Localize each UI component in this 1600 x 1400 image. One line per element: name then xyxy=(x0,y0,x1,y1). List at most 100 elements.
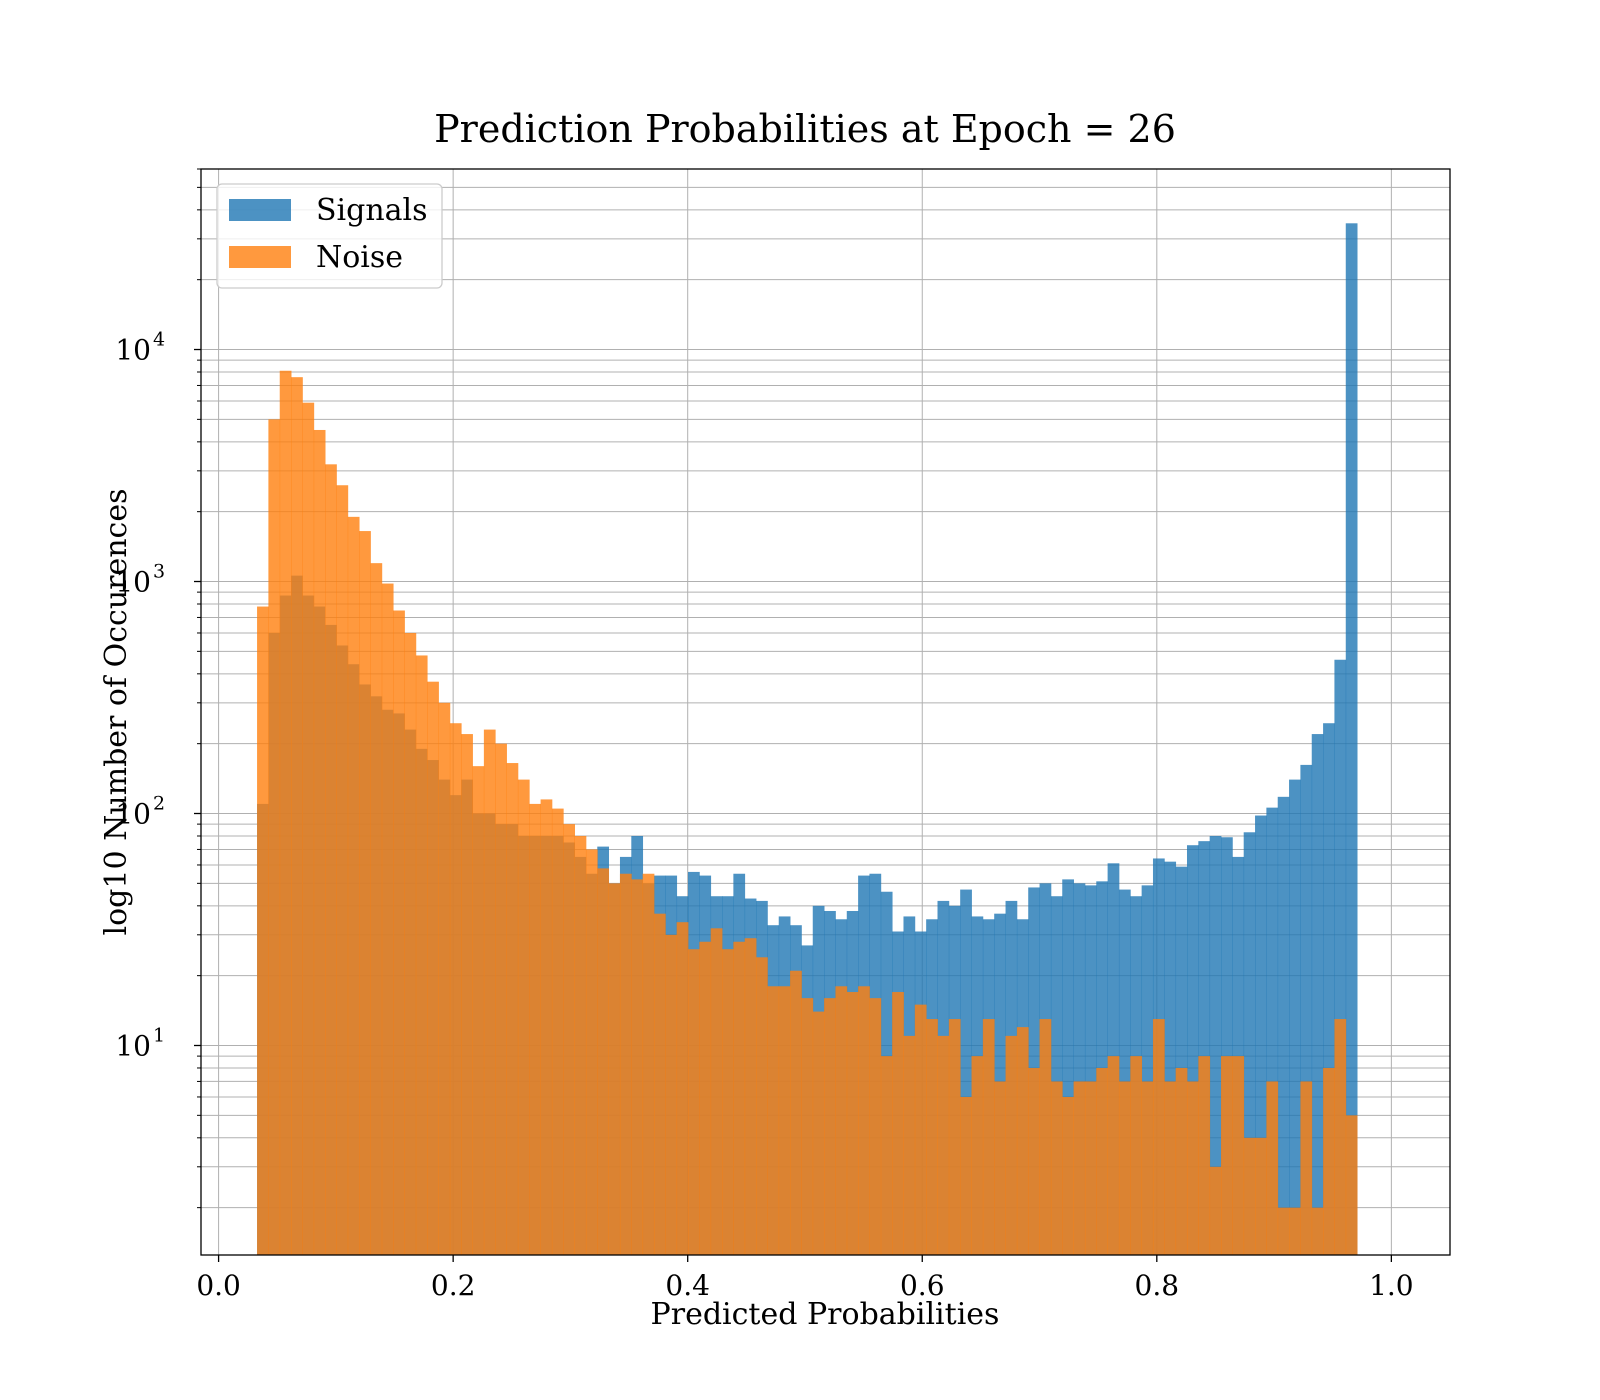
bar-noise xyxy=(1175,1067,1188,1255)
bar-noise xyxy=(381,583,394,1255)
bar-noise xyxy=(1118,1081,1131,1255)
bar-noise xyxy=(268,419,281,1255)
bar-noise xyxy=(506,763,519,1255)
bar-noise xyxy=(1152,1019,1165,1255)
legend-swatch-signals xyxy=(229,199,291,221)
bar-noise xyxy=(563,824,575,1255)
bar-signals xyxy=(1266,807,1279,1255)
bar-signals xyxy=(1311,734,1324,1255)
bar-noise xyxy=(880,1056,893,1255)
bar-noise xyxy=(1039,1019,1052,1255)
bar-noise xyxy=(767,986,780,1255)
bar-noise xyxy=(1277,1207,1290,1255)
bar-noise xyxy=(1050,1081,1063,1255)
bar-noise xyxy=(1084,1081,1097,1255)
bar-signals xyxy=(1084,885,1097,1255)
x-tick-label: 0.8 xyxy=(1135,1269,1180,1302)
bar-noise xyxy=(517,779,530,1255)
bar-noise xyxy=(733,941,746,1255)
bar-noise xyxy=(858,986,870,1255)
bar-signals xyxy=(1062,879,1074,1255)
bar-noise xyxy=(257,606,269,1255)
bar-signals xyxy=(1255,815,1267,1255)
bar-noise xyxy=(994,1081,1006,1255)
bar-noise xyxy=(393,610,405,1255)
bar-noise xyxy=(722,949,734,1255)
bar-noise xyxy=(313,429,326,1256)
bar-noise xyxy=(1243,1137,1256,1255)
bar-signals xyxy=(1323,723,1335,1255)
x-axis-label: Predicted Probabilities xyxy=(651,1297,1000,1332)
bar-noise xyxy=(325,464,337,1255)
bar-noise xyxy=(1198,1056,1211,1255)
bar-noise xyxy=(801,998,814,1255)
bar-noise xyxy=(483,729,496,1255)
x-tick-label: 0.6 xyxy=(900,1269,945,1302)
bar-signals xyxy=(1198,841,1211,1255)
bar-noise xyxy=(1073,1081,1086,1255)
bar-noise xyxy=(597,868,610,1255)
bar-signals xyxy=(960,889,972,1255)
bar-noise xyxy=(744,938,757,1255)
y-tick-label: 10 xyxy=(115,334,151,367)
bar-noise xyxy=(846,992,859,1255)
bar-noise xyxy=(688,949,700,1255)
y-tick-label: 10 xyxy=(115,798,151,831)
x-tick-label: 0.4 xyxy=(665,1269,710,1302)
bar-noise xyxy=(359,531,371,1255)
bar-noise xyxy=(1345,1115,1358,1255)
bar-noise xyxy=(892,992,904,1255)
bar-noise xyxy=(948,1019,961,1255)
bar-signals xyxy=(1209,835,1222,1255)
bar-noise xyxy=(1334,1019,1347,1255)
bar-noise xyxy=(631,879,644,1255)
bar-noise xyxy=(1096,1067,1109,1255)
bar-noise xyxy=(756,957,768,1255)
bar-noise xyxy=(404,632,417,1255)
y-tick-exponent: 4 xyxy=(153,329,165,351)
bar-noise xyxy=(824,998,836,1255)
x-tick-label: 0.0 xyxy=(196,1269,241,1302)
bar-noise xyxy=(585,849,598,1255)
bar-noise xyxy=(812,1011,825,1255)
bar-signals xyxy=(1221,837,1233,1255)
bar-noise xyxy=(1289,1207,1301,1255)
y-tick-exponent: 1 xyxy=(153,1024,165,1046)
bar-noise xyxy=(914,1004,927,1255)
bar-signals xyxy=(1277,796,1290,1255)
bar-noise xyxy=(665,934,678,1255)
bar-noise xyxy=(291,377,303,1255)
bar-noise xyxy=(619,873,632,1255)
bar-noise xyxy=(903,1035,916,1255)
bar-noise xyxy=(1255,1137,1267,1255)
bar-noise xyxy=(926,1019,938,1255)
bar-noise xyxy=(790,970,802,1255)
x-axis-ticks: 0.0 0.2 0.4 0.6 0.8 1.0 xyxy=(196,1255,1414,1302)
bar-noise xyxy=(1062,1096,1074,1255)
bar-noise xyxy=(699,941,712,1255)
bar-noise xyxy=(415,655,428,1255)
bar-signals xyxy=(1175,866,1188,1255)
bar-signals xyxy=(1141,885,1154,1255)
bar-signals xyxy=(1186,845,1199,1255)
legend-label-noise: Noise xyxy=(316,240,403,275)
bar-signals xyxy=(1334,659,1347,1255)
bar-noise xyxy=(427,681,439,1255)
x-tick-label: 0.2 xyxy=(431,1269,476,1302)
bar-noise xyxy=(438,702,451,1255)
histogram-bars xyxy=(257,223,1358,1256)
bar-signals xyxy=(1232,856,1245,1255)
bar-noise xyxy=(279,370,292,1255)
y-tick-label: 10 xyxy=(115,566,151,599)
y-axis-label: log10 Number of Occurences xyxy=(99,488,134,935)
bar-signals xyxy=(1300,764,1313,1255)
bar-noise xyxy=(1300,1081,1313,1255)
bar-noise xyxy=(608,883,621,1255)
bar-noise xyxy=(1232,1056,1245,1255)
bar-noise xyxy=(1323,1067,1335,1255)
bar-noise xyxy=(1209,1166,1222,1255)
bar-signals xyxy=(1289,779,1301,1255)
bar-noise xyxy=(449,723,462,1255)
bar-noise xyxy=(1186,1081,1199,1255)
